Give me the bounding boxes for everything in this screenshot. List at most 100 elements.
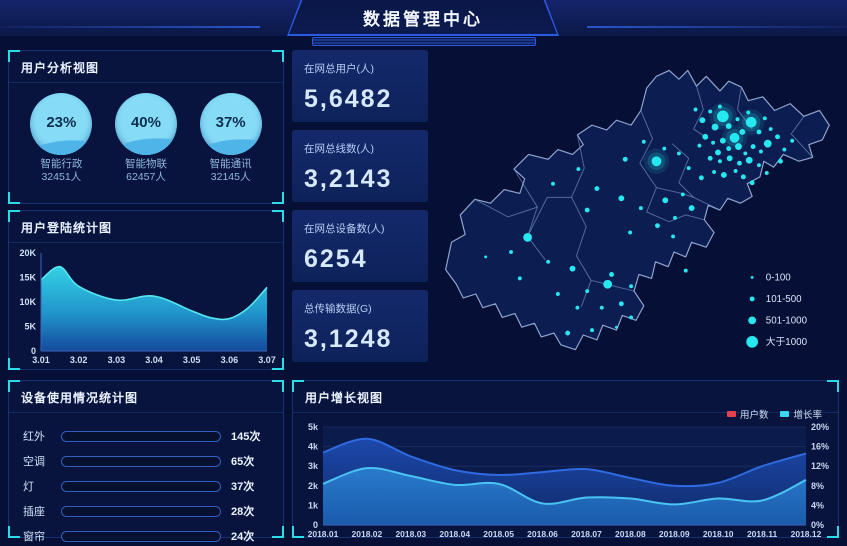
corner-bracket-icon (8, 380, 20, 392)
svg-text:0: 0 (31, 346, 36, 356)
bar-track (61, 430, 221, 442)
legend-item[interactable]: 用户数 (726, 407, 769, 421)
gauge-circle: 23% (30, 93, 93, 155)
svg-text:3.07: 3.07 (258, 355, 276, 365)
bar-label: 空调 (23, 456, 45, 468)
login-area-chart[interactable]: 0 5K 10K 15K 20K 3.01 3.02 3.03 3.04 3.05 3.06 3.07 (9, 245, 277, 369)
bar-row: 灯 37次 (23, 477, 269, 495)
gauge-percent: 23% (46, 114, 77, 132)
bar-label: 红外 (23, 431, 45, 443)
corner-bracket-icon (827, 380, 839, 392)
svg-text:3.04: 3.04 (145, 355, 163, 365)
svg-text:20K: 20K (19, 248, 36, 258)
svg-text:2018.06: 2018.06 (527, 529, 558, 539)
stat-label: 在网总设备数(人) (304, 223, 385, 235)
map-legend-label: 501-1000 (766, 315, 808, 326)
svg-text:20%: 20% (811, 422, 829, 432)
gauge-count: 62457人 (126, 171, 166, 184)
svg-text:2018.12: 2018.12 (791, 529, 822, 539)
panel-title: 设备使用情况统计图 (9, 381, 283, 413)
gauge-wave (114, 133, 177, 155)
corner-bracket-icon (8, 210, 20, 222)
header: 数据管理中心 (0, 0, 847, 46)
title-ornament (312, 37, 536, 46)
gauge-label: 智能物联 (124, 158, 167, 170)
legend-item[interactable]: 增长率 (780, 407, 822, 421)
bar-row: 空调 65次 (23, 452, 269, 470)
stat-label: 在网总线数(人) (304, 143, 374, 155)
svg-text:2018.02: 2018.02 (352, 529, 383, 539)
bar-track (61, 530, 221, 542)
svg-text:1k: 1k (308, 500, 319, 510)
svg-text:5k: 5k (308, 422, 319, 432)
bar-value: 24次 (231, 531, 255, 543)
map-svg[interactable]: 0-100 101-500 501-1000 大于1000 (430, 46, 840, 378)
svg-text:3.02: 3.02 (70, 355, 88, 365)
panel-title: 用户分析视图 (9, 51, 283, 83)
stat-label: 在网总用户(人) (304, 63, 374, 75)
bar-value: 28次 (231, 506, 255, 518)
corner-bracket-icon (272, 380, 284, 392)
corner-bracket-icon (272, 192, 284, 204)
stat-card: 在网总用户(人) 5,6482 (292, 50, 428, 122)
bar-track (61, 505, 221, 517)
bar-value: 65次 (231, 456, 255, 468)
corner-bracket-icon (292, 526, 304, 538)
svg-text:2018.09: 2018.09 (659, 529, 690, 539)
liquid-gauge: 37% 智能通讯 32145人 (191, 93, 271, 184)
svg-text:10K: 10K (19, 297, 36, 307)
corner-bracket-icon (8, 526, 20, 538)
svg-text:2018.10: 2018.10 (703, 529, 734, 539)
gauge-circle: 37% (199, 93, 262, 155)
gauge-wave (199, 135, 262, 155)
svg-text:3k: 3k (308, 461, 319, 471)
panel-title: 用户增长视图 (293, 381, 838, 413)
bar-track (61, 455, 221, 467)
device-bar-chart[interactable]: 红外 145次 空调 65次灯 37次 插座 28次 窗帘 24次 (9, 413, 283, 545)
svg-text:2018.11: 2018.11 (747, 529, 778, 539)
legend-swatch-icon (726, 411, 736, 417)
growth-area-chart[interactable]: 0 1k 2k 3k 4k 5k 0% 4% 8% 12% 16% 20% 2018.01 2018.02… (295, 421, 838, 543)
corner-bracket-icon (8, 192, 20, 204)
gauge-count: 32145人 (210, 171, 251, 184)
liquid-gauge: 40% 智能物联 62457人 (106, 93, 186, 184)
header-deco-line-left (0, 26, 260, 28)
stat-label: 总传输数据(G) (304, 303, 372, 315)
svg-text:2018.04: 2018.04 (439, 529, 470, 539)
svg-text:0%: 0% (811, 520, 824, 530)
bar-row: 窗帘 24次 (23, 527, 269, 545)
stat-value: 3,2143 (304, 165, 393, 193)
svg-text:8%: 8% (811, 481, 824, 491)
page-title: 数据管理中心 (363, 9, 483, 29)
svg-text:3.01: 3.01 (32, 355, 50, 365)
corner-bracket-icon (272, 526, 284, 538)
liquid-gauge: 23% 智能行政 32451人 (21, 93, 101, 184)
bar-track (61, 480, 221, 492)
legend-swatch-icon (780, 411, 790, 417)
liquid-gauges: 23% 智能行政 32451人 40% 智能物联 62457人 37% 智能通讯… (9, 83, 283, 184)
legend-label: 用户数 (739, 410, 769, 421)
corner-bracket-icon (272, 358, 284, 370)
bar-row: 红外 145次 (23, 427, 269, 445)
svg-text:2018.03: 2018.03 (395, 529, 426, 539)
svg-text:2018.05: 2018.05 (483, 529, 514, 539)
svg-text:2018.08: 2018.08 (615, 529, 646, 539)
region-scatter-map[interactable]: 0-100 101-500 501-1000 大于1000 (430, 46, 840, 378)
stat-card: 在网总线数(人) 3,2143 (292, 130, 428, 202)
gauge-label: 智能行政 (40, 158, 83, 170)
stats-column: 在网总用户(人) 5,6482 在网总线数(人) 3,2143 在网总设备数(人) … (292, 50, 428, 370)
corner-bracket-icon (8, 358, 20, 370)
svg-text:15K: 15K (19, 273, 36, 283)
bar-row: 插座 28次 (23, 502, 269, 520)
panel-login-stats: 用户登陆统计图 0 5K 10K 15K 20K 3.01 3.02 3.03 3.04 3.05… (8, 210, 284, 370)
stat-card: 总传输数据(G) 3,1248 (292, 290, 428, 362)
gauge-percent: 37% (215, 114, 246, 132)
gauge-circle: 40% (114, 93, 177, 155)
svg-text:5K: 5K (24, 322, 36, 332)
corner-bracket-icon (272, 210, 284, 222)
gauge-wave (30, 136, 93, 155)
stat-value: 6254 (304, 245, 368, 273)
stat-card: 在网总设备数(人) 6254 (292, 210, 428, 282)
gauge-count: 32451人 (41, 171, 82, 184)
panel-user-analysis: 用户分析视图 23% 智能行政 32451人 40% 智能物联 62457人 3… (8, 50, 284, 204)
